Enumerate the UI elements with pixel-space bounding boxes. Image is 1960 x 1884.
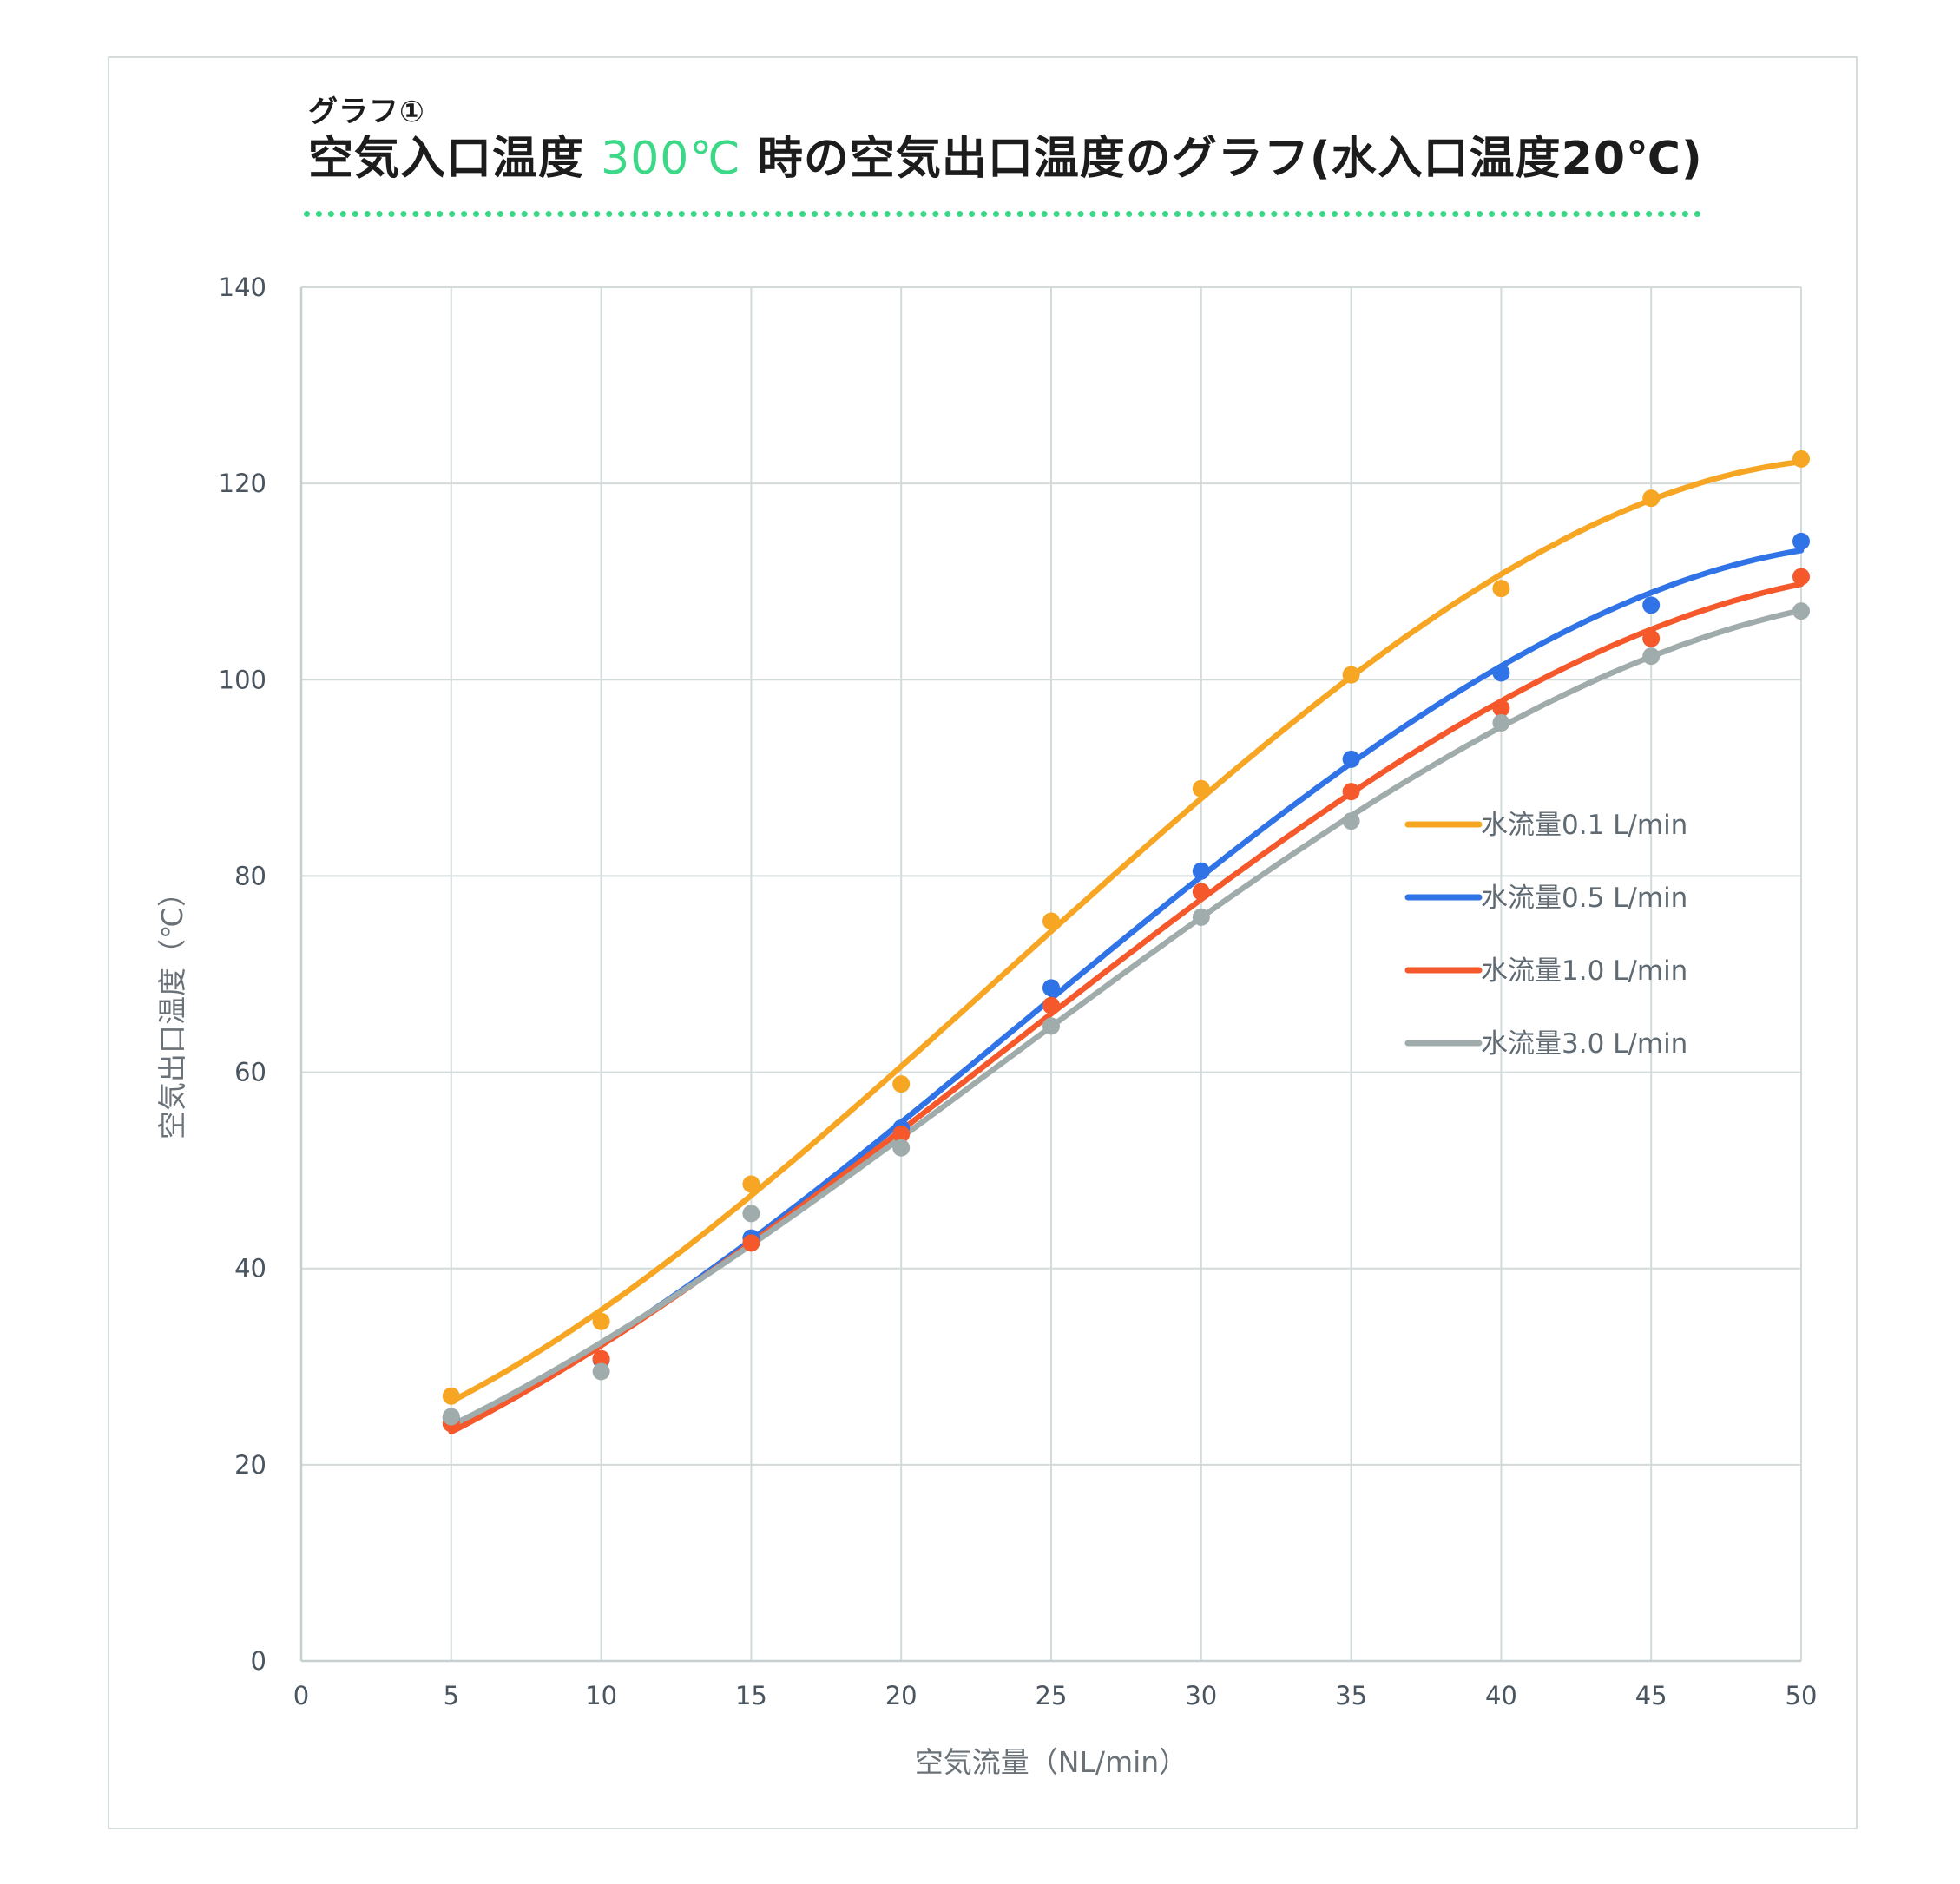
trend-curve-series-1 — [448, 458, 1805, 1405]
trend-curves — [448, 458, 1805, 1435]
legend-label-series-1: 水流量0.1 L/min — [1481, 810, 1687, 841]
y-tick-label: 0 — [251, 1646, 266, 1676]
x-tick-label: 25 — [1036, 1681, 1068, 1710]
title-dotted-rule — [304, 211, 1701, 217]
data-point-series-2 — [1192, 862, 1210, 880]
data-point-series-1 — [742, 1175, 760, 1193]
legend-label-series-2: 水流量0.5 L/min — [1481, 883, 1687, 914]
trend-curve-series-4 — [448, 607, 1805, 1428]
y-axis-title: 空気出口温度（℃） — [155, 878, 189, 1139]
data-point-series-4 — [1042, 1017, 1060, 1035]
x-tick-label: 0 — [293, 1681, 309, 1710]
chart-legend: 水流量0.1 L/min 水流量0.5 L/min 水流量1.0 L/min 水流量3… — [1404, 810, 1687, 1060]
data-point-series-1 — [1492, 580, 1510, 598]
data-point-series-3 — [892, 1125, 911, 1143]
data-point-series-2 — [1042, 979, 1060, 997]
trend-curve-series-3 — [448, 581, 1805, 1435]
title-part-2: 時の空気出口温度のグラフ(水入口温度20℃) — [740, 133, 1703, 185]
title-accent-temperature: 300℃ — [601, 133, 741, 185]
data-point-series-4 — [1642, 647, 1661, 666]
data-point-series-3 — [1042, 996, 1060, 1014]
data-point-series-2 — [1642, 596, 1661, 614]
data-point-series-1 — [442, 1387, 460, 1405]
chart-frame — [108, 56, 1858, 1829]
x-axis-title: 空気流量（NL/min） — [915, 1745, 1187, 1779]
x-tick-label: 5 — [444, 1681, 459, 1710]
legend-label-series-3: 水流量1.0 L/min — [1481, 955, 1687, 987]
title-part-1: 空気入口温度 — [308, 133, 602, 185]
data-point-series-4 — [592, 1362, 610, 1381]
data-point-series-3 — [1342, 783, 1360, 801]
x-tick-label: 10 — [585, 1681, 617, 1710]
data-point-series-4 — [442, 1408, 460, 1426]
chart-header: グラフ① 空気入口温度 300℃ 時の空気出口温度のグラフ(水入口温度20℃) — [308, 94, 1703, 187]
data-point-series-3 — [742, 1234, 760, 1252]
data-point-series-4 — [1192, 908, 1210, 926]
x-tick-label: 20 — [885, 1681, 918, 1710]
data-point-series-1 — [1042, 912, 1060, 930]
x-tick-label: 40 — [1485, 1681, 1517, 1710]
y-tick-label: 60 — [234, 1058, 266, 1087]
x-tick-label: 30 — [1185, 1681, 1217, 1710]
data-point-series-4 — [742, 1205, 760, 1223]
x-tick-label: 15 — [735, 1681, 767, 1710]
legend-label-series-4: 水流量3.0 L/min — [1481, 1028, 1687, 1060]
data-point-series-2 — [1792, 532, 1810, 550]
data-point-series-3 — [1192, 883, 1210, 901]
y-tick-label: 100 — [219, 665, 266, 694]
data-point-series-3 — [592, 1349, 610, 1368]
chart-axes — [299, 287, 1801, 1663]
data-point-series-2 — [1342, 750, 1360, 768]
data-point-series-1 — [1192, 779, 1210, 798]
y-tick-label: 80 — [234, 861, 266, 890]
y-tick-label: 140 — [219, 272, 266, 302]
data-point-series-4 — [892, 1139, 911, 1157]
data-point-series-1 — [592, 1312, 610, 1330]
x-tick-label: 45 — [1635, 1681, 1667, 1710]
x-tick-label: 50 — [1786, 1681, 1818, 1710]
data-point-series-4 — [1792, 602, 1810, 620]
chart-subtitle: グラフ① — [308, 95, 425, 129]
chart-title: 空気入口温度 300℃ 時の空気出口温度のグラフ(水入口温度20℃) — [308, 130, 1703, 187]
trend-curve-series-2 — [448, 548, 1805, 1430]
data-point-series-4 — [1342, 812, 1360, 830]
y-tick-label: 120 — [219, 469, 266, 498]
data-point-series-3 — [1792, 568, 1810, 586]
y-tick-label: 20 — [234, 1450, 266, 1480]
tick-labels: 0 5 10 15 20 25 30 35 40 45 50 0 20 40 60 80 100 120 140 — [219, 272, 1818, 1710]
data-point-series-4 — [1492, 714, 1510, 732]
data-point-series-3 — [1642, 629, 1661, 647]
data-point-series-3 — [1492, 699, 1510, 718]
data-point-series-1 — [1642, 489, 1661, 508]
data-point-series-2 — [1492, 664, 1510, 682]
data-point-series-1 — [892, 1075, 911, 1093]
x-tick-label: 35 — [1335, 1681, 1367, 1710]
data-point-series-1 — [1342, 666, 1360, 684]
data-points — [442, 450, 1810, 1433]
y-tick-label: 40 — [234, 1254, 266, 1283]
data-point-series-1 — [1792, 450, 1810, 468]
